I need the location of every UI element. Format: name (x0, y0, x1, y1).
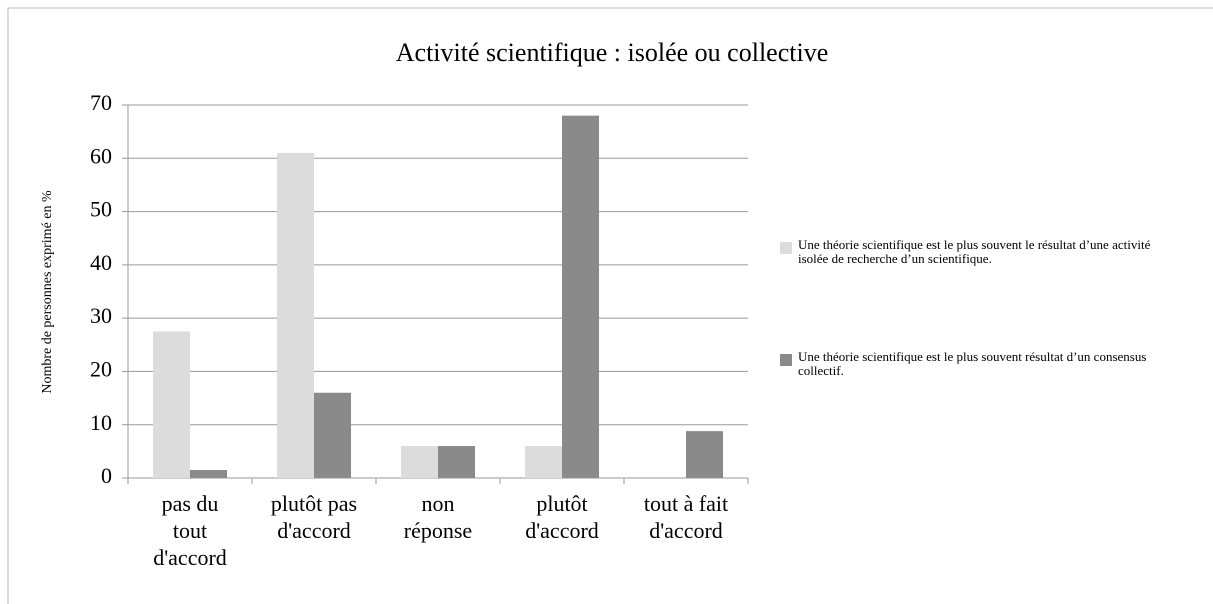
x-tick-label: pas du tout d'accord (153, 491, 227, 570)
y-tick-label: 70 (90, 90, 112, 115)
y-tick-label: 0 (101, 463, 112, 488)
bar (153, 331, 190, 478)
legend-label: Une théorie scientifique est le plus sou… (798, 237, 1151, 266)
legend-item: Une théorie scientifique est le plus sou… (780, 237, 1178, 266)
bar (525, 446, 562, 478)
bar (686, 431, 723, 478)
x-tick-label: non réponse (403, 491, 473, 543)
bar (314, 392, 351, 478)
y-axis-label: Nombre de personnes exprimé en % (40, 190, 55, 394)
legend-swatch (780, 354, 792, 366)
y-tick-label: 30 (90, 303, 112, 328)
chart-title: Activité scientifique : isolée ou collec… (396, 38, 828, 67)
legend-swatch (780, 242, 792, 254)
bar (562, 115, 599, 479)
x-tick-label: plutôt d'accord (525, 491, 599, 543)
bar (401, 446, 438, 478)
y-tick-label: 50 (90, 197, 112, 222)
y-tick-label: 40 (90, 250, 112, 275)
x-tick-label: tout à fait d'accord (643, 491, 729, 543)
legend-label: Une théorie scientifique est le plus sou… (798, 349, 1147, 378)
y-tick-label: 10 (90, 410, 112, 435)
bar (190, 470, 227, 478)
bar (277, 152, 314, 478)
legend-item: Une théorie scientifique est le plus sou… (780, 349, 1178, 378)
y-tick-label: 20 (90, 356, 112, 381)
bar (438, 446, 475, 478)
y-tick-label: 60 (90, 143, 112, 168)
x-tick-label: plutôt pas d'accord (270, 491, 358, 543)
frame (7, 7, 1213, 604)
